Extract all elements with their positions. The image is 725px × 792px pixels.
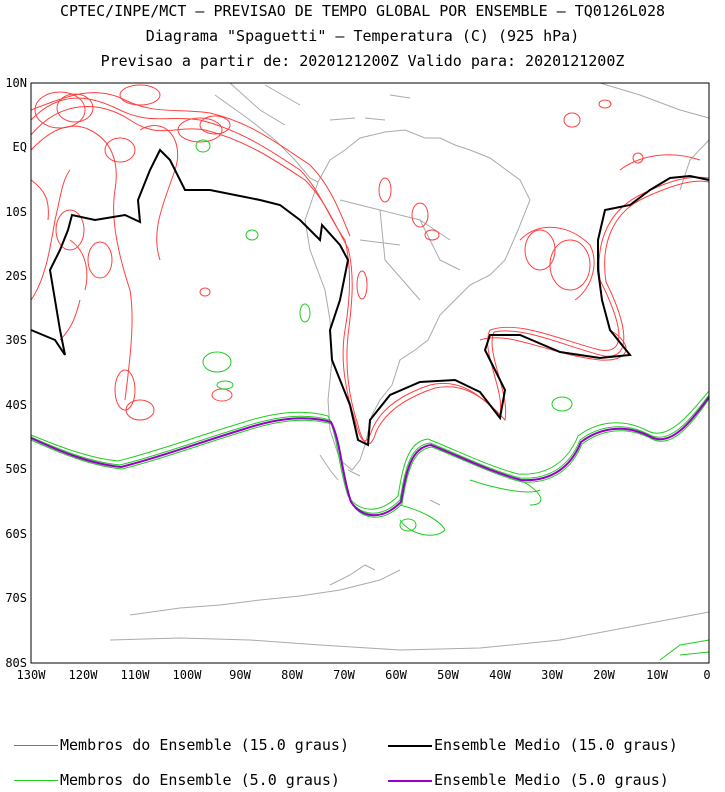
lat-label: 60S — [5, 527, 27, 541]
lat-label: 30S — [5, 333, 27, 347]
lat-label: 70S — [5, 591, 27, 605]
legend-label: Membros do Ensemble (5.0 graus) — [60, 771, 340, 789]
lon-label: 20W — [593, 668, 615, 682]
legend-line-black — [388, 744, 432, 747]
lon-label: 40W — [489, 668, 511, 682]
legend-line-green — [14, 780, 58, 781]
lon-label: 50W — [437, 668, 459, 682]
ensemble-mean-15c — [30, 148, 710, 447]
lon-label: 100W — [173, 668, 203, 682]
lon-label: 90W — [229, 668, 251, 682]
lon-label: 130W — [17, 668, 47, 682]
lon-label: 70W — [333, 668, 355, 682]
lat-label: EQ — [13, 140, 27, 154]
map-frame — [30, 82, 710, 664]
latitude-labels: 10N EQ 10S 20S 30S 40S 50S 60S 70S 80S — [5, 76, 27, 670]
lat-label: 10S — [5, 205, 27, 219]
map-title-line-3: Previsao a partir de: 2020121200Z Valido… — [100, 52, 625, 70]
legend-line-red — [14, 745, 58, 746]
lon-label: 60W — [385, 668, 407, 682]
legend-label: Ensemble Medio (15.0 graus) — [434, 736, 678, 754]
legend-item-mean-5: Ensemble Medio (5.0 graus) — [388, 771, 669, 789]
lat-label: 10N — [5, 76, 27, 90]
legend-line-purple — [388, 779, 432, 782]
ensemble-members-5c — [30, 139, 710, 661]
legend-item-members-15: Membros do Ensemble (15.0 graus) — [14, 736, 349, 754]
legend-item-members-5: Membros do Ensemble (5.0 graus) — [14, 771, 340, 789]
ensemble-mean-5c — [30, 396, 710, 517]
coastlines — [109, 82, 710, 651]
spaghetti-map: 10N EQ 10S 20S 30S 40S 50S 60S 70S 80S 1… — [5, 76, 711, 682]
lat-label: 50S — [5, 462, 27, 476]
legend-item-mean-15: Ensemble Medio (15.0 graus) — [388, 736, 678, 754]
legend-label: Ensemble Medio (5.0 graus) — [434, 771, 669, 789]
lat-label: 40S — [5, 398, 27, 412]
lon-label: 30W — [541, 668, 563, 682]
map-title-line-1: CPTEC/INPE/MCT – PREVISAO DE TEMPO GLOBA… — [59, 2, 666, 20]
legend-label: Membros do Ensemble (15.0 graus) — [60, 736, 349, 754]
ensemble-members-15c — [30, 84, 710, 445]
lon-label: 110W — [121, 668, 151, 682]
map-title-line-2: Diagrama "Spaguetti" – Temperatura (C) (… — [145, 27, 580, 45]
longitude-labels: 130W 120W 110W 100W 90W 80W 70W 60W 50W … — [17, 668, 711, 682]
lon-label: 80W — [281, 668, 303, 682]
lat-label: 20S — [5, 269, 27, 283]
lon-label: 120W — [69, 668, 99, 682]
lon-label: 0 — [703, 668, 710, 682]
lat-label: 80S — [5, 656, 27, 670]
map-background — [31, 83, 709, 663]
lon-label: 10W — [646, 668, 668, 682]
